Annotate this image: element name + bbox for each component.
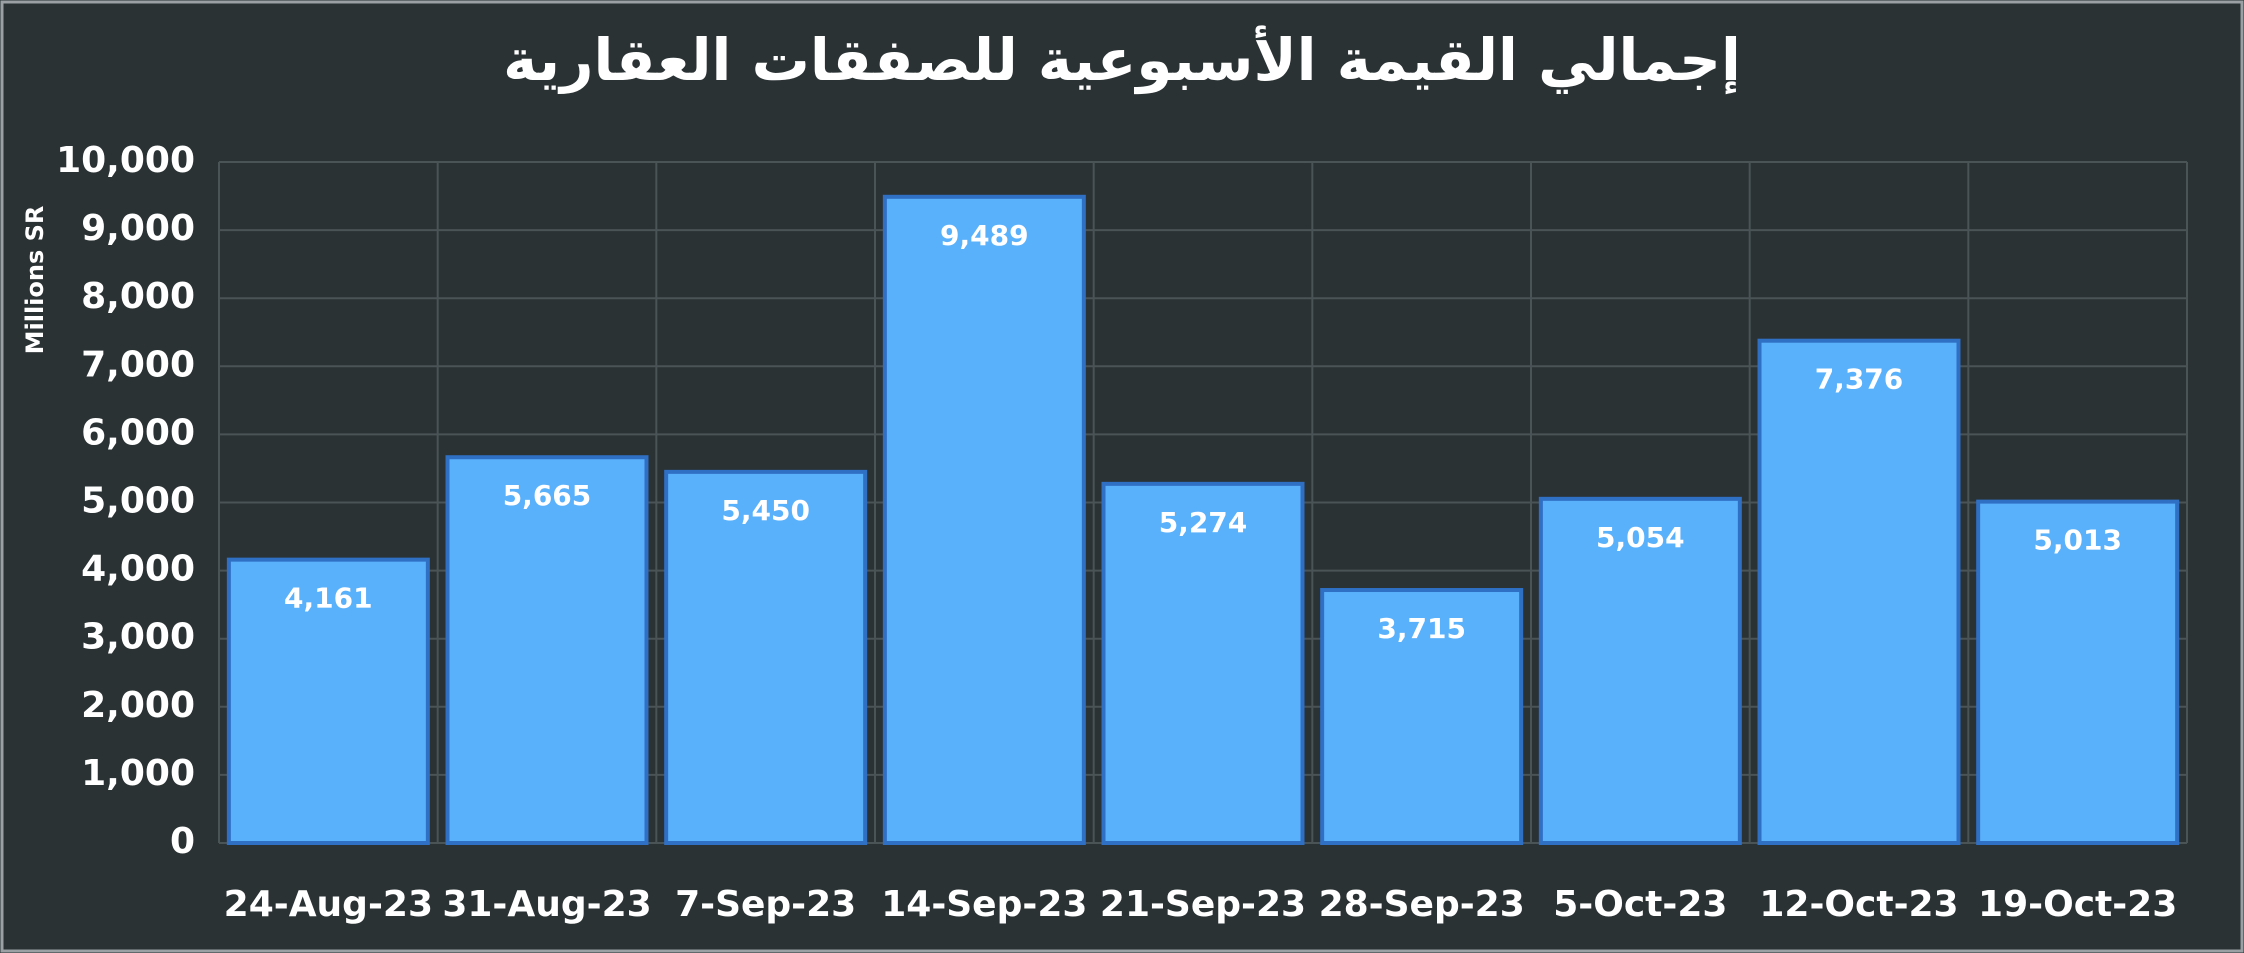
bar — [1101, 481, 1305, 845]
data-label: 5,450 — [721, 494, 810, 527]
y-tick-label: 4,000 — [81, 549, 195, 590]
bar — [445, 455, 649, 845]
y-tick-label: 5,000 — [81, 481, 195, 522]
data-label: 3,715 — [1377, 612, 1466, 645]
x-tick-label: 7-Sep-23 — [675, 884, 856, 925]
bar — [1538, 496, 1742, 845]
y-axis-label: Millions SR — [21, 206, 49, 355]
x-tick-label: 19-Oct-23 — [1978, 884, 2177, 925]
data-label: 7,376 — [1815, 363, 1904, 396]
data-label: 5,013 — [2033, 524, 2122, 557]
data-label: 4,161 — [284, 582, 373, 615]
bar — [882, 194, 1086, 846]
x-tick-label: 31-Aug-23 — [442, 884, 651, 925]
y-tick-label: 10,000 — [56, 140, 195, 181]
x-tick-label: 21-Sep-23 — [1100, 884, 1306, 925]
x-tick-label: 5-Oct-23 — [1553, 884, 1727, 925]
bar — [1320, 588, 1524, 845]
y-tick-label: 8,000 — [81, 276, 195, 317]
x-tick-label: 14-Sep-23 — [881, 884, 1087, 925]
y-tick-label: 2,000 — [81, 685, 195, 726]
y-tick-label: 7,000 — [81, 344, 195, 385]
x-tick-label: 24-Aug-23 — [224, 884, 433, 925]
data-label: 5,665 — [503, 479, 592, 512]
data-label: 5,274 — [1159, 506, 1248, 539]
bar — [226, 557, 430, 846]
data-label: 9,489 — [940, 219, 1029, 252]
bar — [1976, 499, 2180, 845]
y-tick-label: 6,000 — [81, 412, 195, 453]
data-label: 5,054 — [1596, 521, 1685, 554]
x-tick-label: 12-Oct-23 — [1759, 884, 1958, 925]
bar — [1757, 338, 1961, 845]
x-tick-label: 28-Sep-23 — [1319, 884, 1525, 925]
chart-title: إجمالي القيمة الأسبوعية للصفقات العقارية — [503, 25, 1741, 95]
bar — [664, 469, 868, 845]
y-tick-label: 3,000 — [81, 617, 195, 658]
y-tick-label: 1,000 — [81, 753, 195, 794]
y-tick-label: 9,000 — [81, 208, 195, 249]
y-tick-label: 0 — [170, 821, 195, 862]
